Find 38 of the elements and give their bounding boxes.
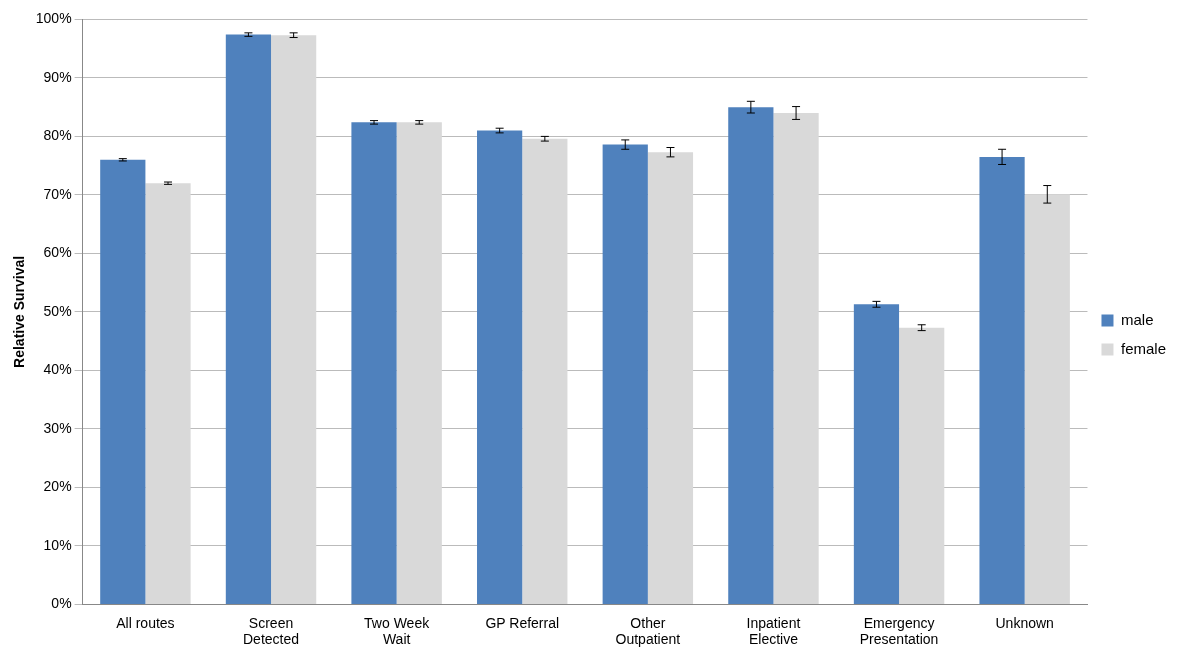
- bar: [602, 144, 648, 604]
- bar: [1024, 194, 1070, 604]
- y-tick-label: 100%: [35, 10, 72, 27]
- x-tick-label: Other Outpatient: [615, 614, 681, 648]
- y-tick-label: 80%: [43, 127, 72, 144]
- bar: [899, 327, 945, 604]
- y-tick-label: 70%: [43, 185, 72, 202]
- bar: [100, 159, 146, 604]
- x-tick-label: Two Week Wait: [364, 614, 431, 648]
- bar: [477, 130, 523, 604]
- bar: [145, 183, 191, 604]
- y-tick-label: 30%: [43, 419, 72, 436]
- bar: [728, 107, 774, 604]
- x-tick-label: All routes: [116, 614, 175, 631]
- x-tick-label: Unknown: [995, 614, 1054, 631]
- y-axis-title: Relative Survival: [11, 255, 28, 368]
- bar: [351, 122, 397, 604]
- y-tick-label: 40%: [43, 361, 72, 378]
- x-tick-label: Emergency Presentation: [859, 614, 939, 648]
- x-tick-label: Screen Detected: [243, 614, 300, 648]
- y-tick-label: 50%: [43, 302, 72, 319]
- bar: [225, 34, 272, 604]
- bar: [853, 304, 900, 604]
- bar: [979, 156, 1025, 604]
- y-tick-label: 0%: [51, 595, 72, 612]
- y-tick-label: 60%: [43, 244, 72, 261]
- bar: [271, 35, 317, 604]
- y-tick-label: 20%: [43, 478, 72, 495]
- bar: [396, 122, 442, 604]
- bar: [647, 152, 694, 604]
- legend-label: female: [1120, 339, 1167, 357]
- x-tick-label: GP Referral: [485, 614, 560, 631]
- x-tick-label: Inpatient Elective: [746, 614, 801, 648]
- legend-label: male: [1120, 310, 1154, 328]
- bar: [773, 113, 819, 604]
- y-tick-label: 90%: [43, 68, 72, 85]
- bar: [522, 138, 568, 604]
- y-tick-label: 10%: [43, 536, 72, 553]
